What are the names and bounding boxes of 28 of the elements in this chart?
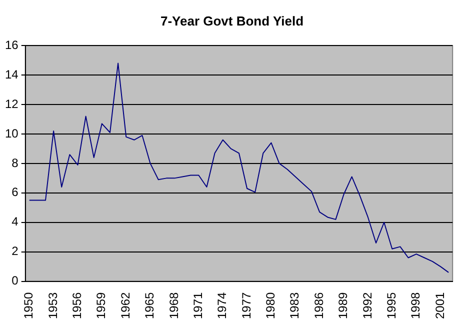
x-tick-label: 1962 <box>118 292 132 320</box>
x-tick-label: 1977 <box>239 292 254 320</box>
x-tick-label: 1959 <box>94 292 108 320</box>
x-tick-label: 1968 <box>166 292 181 320</box>
x-tick-label: 1965 <box>142 292 157 320</box>
x-tick-label: 1989 <box>336 292 350 320</box>
y-tick-label: 10 <box>4 126 19 140</box>
chart-title: 7-Year Govt Bond Yield <box>160 13 304 28</box>
y-tick-label: 4 <box>12 214 19 229</box>
y-tick-label: 14 <box>4 67 19 82</box>
x-tick-label: 1974 <box>215 292 230 320</box>
y-tick-label: 6 <box>12 185 19 200</box>
y-tick-label: 2 <box>12 244 19 258</box>
x-tick-label: 1986 <box>312 292 326 320</box>
x-tick-label: 1953 <box>46 292 60 320</box>
x-tick-label: 1971 <box>190 292 205 320</box>
y-tick-label: 12 <box>4 96 19 111</box>
y-tick-label: 16 <box>4 38 19 52</box>
y-tick-label: 0 <box>12 274 19 288</box>
x-tick-label: 1992 <box>360 292 374 320</box>
x-tick-label: 1995 <box>384 292 398 320</box>
x-tick-label: 1983 <box>288 292 302 320</box>
y-tick-label: 8 <box>12 156 19 170</box>
x-tick-label: 1950 <box>22 292 36 320</box>
x-tick-label: 1980 <box>264 292 278 320</box>
x-tick-label: 1956 <box>70 292 84 320</box>
x-tick-label: 1998 <box>408 292 423 320</box>
x-tick-label: 2001 <box>432 292 447 320</box>
